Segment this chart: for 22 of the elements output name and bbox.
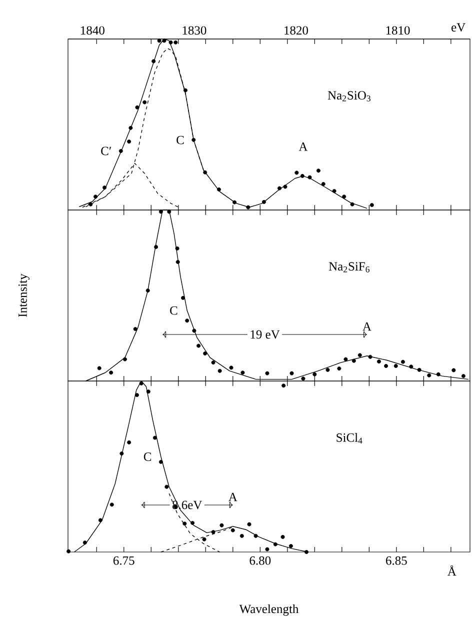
x2-tick-label: 1830 [182, 26, 206, 35]
x2-tick-label: 1810 [386, 26, 410, 35]
text: SiCl$_{4}$ [336, 433, 362, 444]
x2-tick-label: 1820 [284, 26, 308, 35]
text: Na$_{2}$SiF$_{6}$ [328, 262, 370, 272]
annotation: A [298, 142, 308, 151]
annotation: C [170, 306, 178, 315]
x-tick-label: 6.75 [113, 556, 134, 565]
text: Å [448, 565, 456, 576]
y-axis-title: Intensity [18, 274, 30, 317]
x-tick-label: 6.80 [250, 556, 271, 565]
annotation: A [228, 492, 238, 502]
x2-tick-label: 1840 [81, 26, 104, 35]
annotation: 19 eV [250, 330, 280, 339]
x-axis-title: Wavelength [239, 604, 299, 616]
x2-axis-title: eV [452, 23, 466, 32]
annotation: C′ [101, 146, 112, 156]
annotation: C [176, 136, 184, 144]
x-tick-label: 6.85 [386, 556, 407, 565]
annotation: C [144, 452, 152, 461]
text: Na$_{2}$SiO$_{3}$ [328, 91, 370, 102]
annotation: A [362, 322, 372, 331]
